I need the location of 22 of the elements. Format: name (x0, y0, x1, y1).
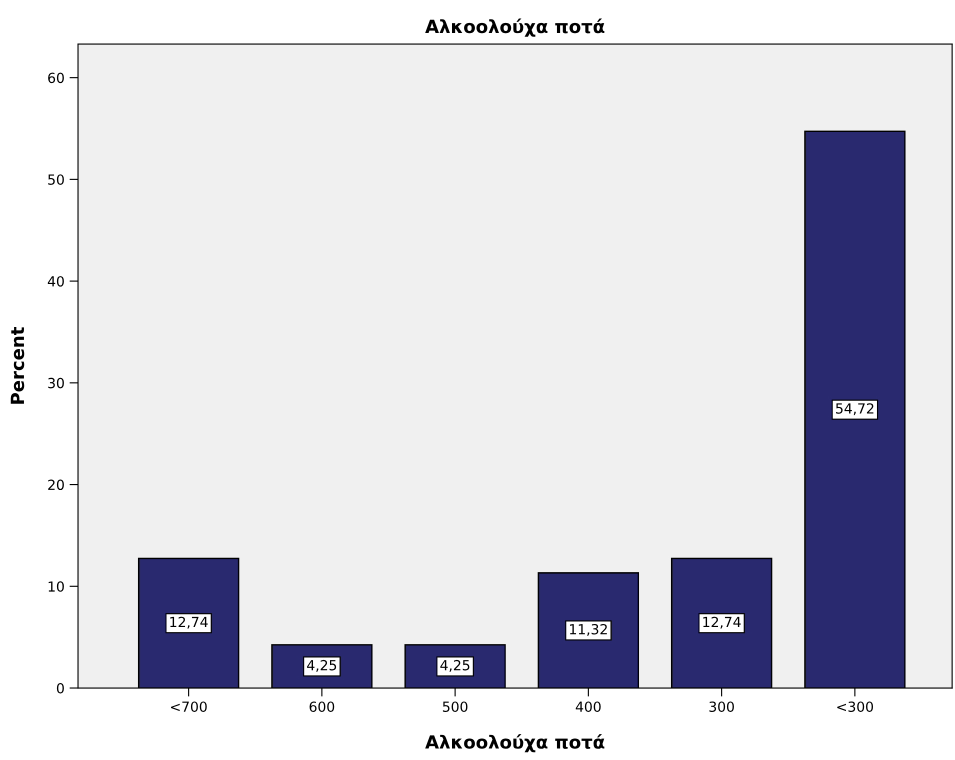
data-label: 11,32 (570, 624, 607, 636)
x-axis-title: Αλκοολούχα ποτά (425, 734, 604, 752)
y-tick-label: 0 (56, 682, 64, 694)
x-tick-label: <700 (171, 701, 207, 712)
y-tick-label: 60 (48, 72, 64, 84)
chart-title: Αλκοολούχα ποτά (425, 18, 604, 37)
y-tick-label: 40 (48, 276, 64, 287)
data-label: 4,25 (307, 660, 336, 672)
data-label: 12,74 (170, 616, 208, 629)
data-label: 12,74 (703, 616, 741, 629)
data-label: 54,72 (836, 403, 874, 416)
y-tick-label: 30 (48, 378, 64, 388)
y-tick-label: 10 (48, 581, 64, 592)
y-tick-label: 50 (48, 174, 64, 185)
x-tick-label: 300 (709, 701, 734, 712)
x-tick-label: <300 (837, 701, 874, 712)
x-tick-label: 500 (442, 701, 468, 712)
x-tick-label: 600 (310, 701, 334, 712)
y-axis-title: Percent (10, 327, 24, 404)
x-tick-label: 400 (576, 701, 601, 712)
y-tick-label: 20 (48, 480, 64, 490)
data-label: 4,25 (440, 660, 470, 672)
